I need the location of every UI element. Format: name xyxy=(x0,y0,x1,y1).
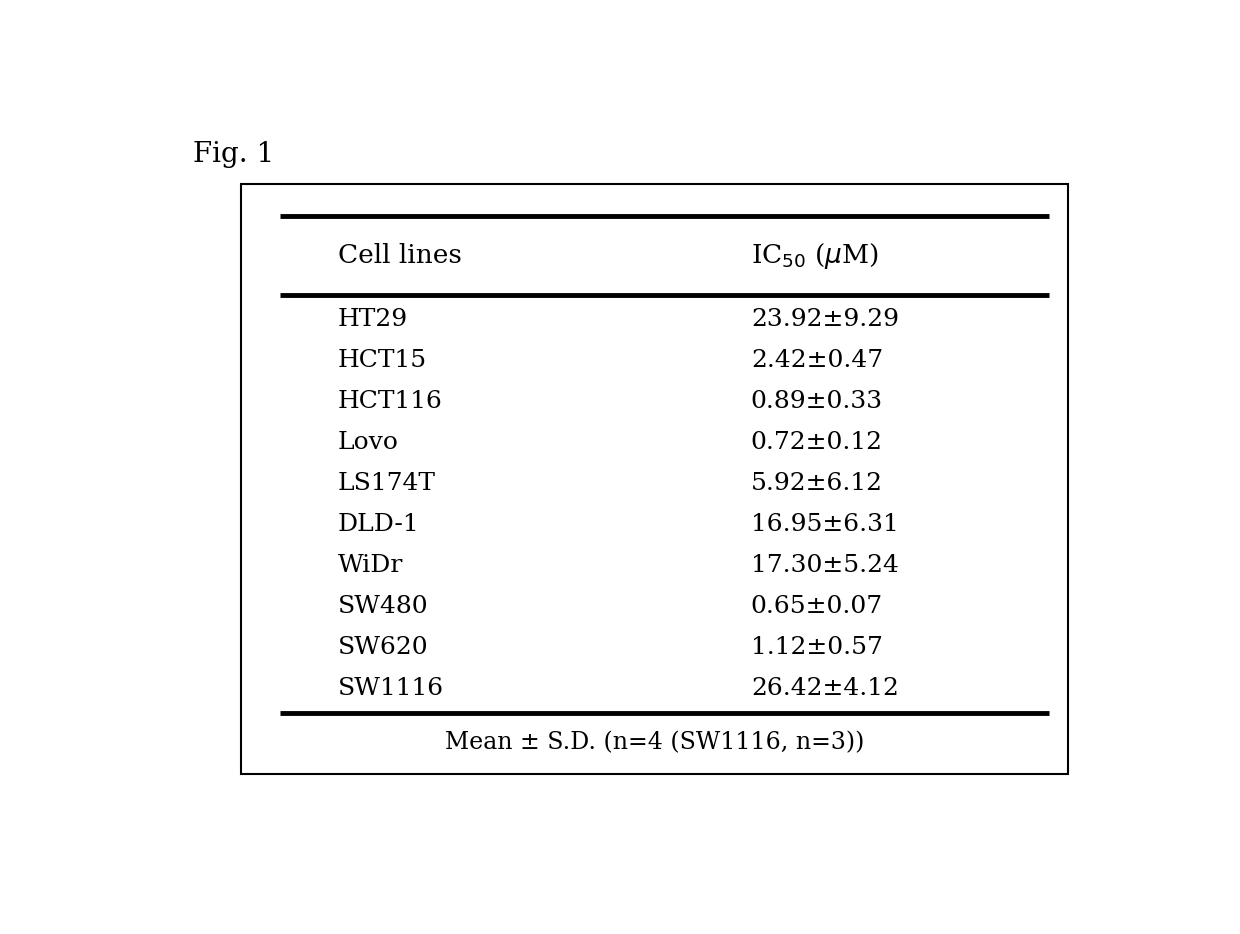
Text: HCT116: HCT116 xyxy=(337,390,443,413)
Text: SW620: SW620 xyxy=(337,636,428,659)
Text: DLD-1: DLD-1 xyxy=(337,513,419,536)
Text: HT29: HT29 xyxy=(337,308,408,331)
Text: Cell lines: Cell lines xyxy=(337,244,461,268)
Bar xyxy=(242,184,1068,773)
Text: 26.42±4.12: 26.42±4.12 xyxy=(751,677,899,700)
Text: IC$_{50}$ ($\mu$M): IC$_{50}$ ($\mu$M) xyxy=(751,241,879,271)
Text: SW1116: SW1116 xyxy=(337,677,444,700)
Text: 23.92±9.29: 23.92±9.29 xyxy=(751,308,899,331)
Text: Lovo: Lovo xyxy=(337,432,398,454)
Text: 17.30±5.24: 17.30±5.24 xyxy=(751,554,899,577)
Text: 0.72±0.12: 0.72±0.12 xyxy=(751,432,883,454)
Text: Mean ± S.D. (n=4 (SW1116, n=3)): Mean ± S.D. (n=4 (SW1116, n=3)) xyxy=(445,731,864,755)
Text: WiDr: WiDr xyxy=(337,554,403,577)
Text: Fig. 1: Fig. 1 xyxy=(193,141,275,168)
Text: 16.95±6.31: 16.95±6.31 xyxy=(751,513,899,536)
Text: 2.42±0.47: 2.42±0.47 xyxy=(751,349,883,372)
Text: SW480: SW480 xyxy=(337,595,428,618)
Text: 5.92±6.12: 5.92±6.12 xyxy=(751,472,883,495)
Text: LS174T: LS174T xyxy=(337,472,435,495)
Text: 0.89±0.33: 0.89±0.33 xyxy=(751,390,883,413)
Text: HCT15: HCT15 xyxy=(337,349,427,372)
Text: 0.65±0.07: 0.65±0.07 xyxy=(751,595,883,618)
Text: 1.12±0.57: 1.12±0.57 xyxy=(751,636,883,659)
